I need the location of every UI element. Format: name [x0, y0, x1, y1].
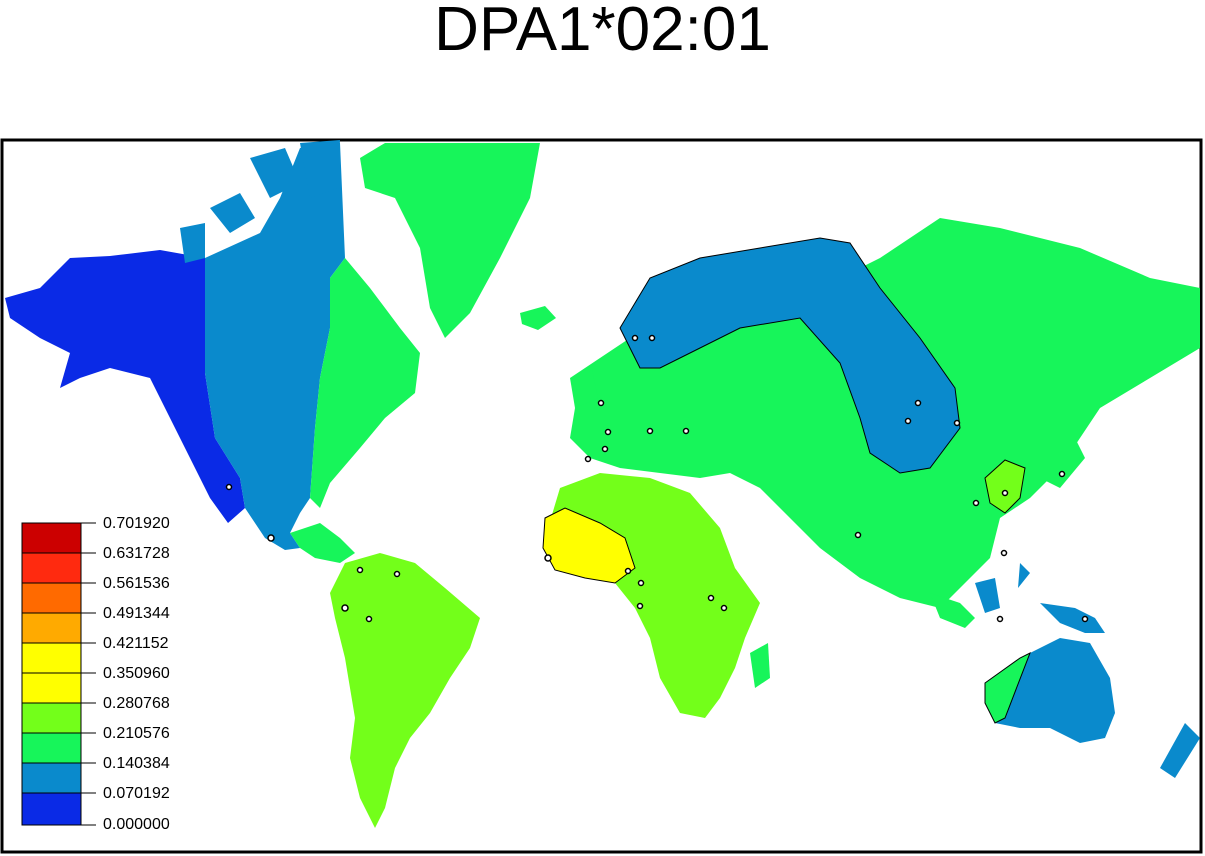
legend-label: 0.280768: [103, 695, 170, 712]
legend-label: 0.070192: [103, 785, 170, 802]
region-madagascar: [750, 643, 770, 688]
legend-label: 0.701920: [103, 515, 170, 532]
legend-swatch-4: [21, 642, 82, 674]
region-japan: [1040, 438, 1085, 488]
legend-swatch-6: [21, 702, 82, 734]
region-west-australia: [984, 651, 1031, 724]
world-map: [0, 138, 1203, 854]
region-eastern-north-america: [310, 258, 420, 508]
map-frame: [0, 138, 1205, 856]
legend-label: 0.350960: [103, 665, 170, 682]
region-iceland: [520, 306, 556, 330]
legend-swatch-3: [21, 612, 82, 644]
legend-swatch-5: [21, 672, 82, 704]
legend-label: 0.421152: [103, 635, 169, 652]
legend-swatch-1: [21, 552, 82, 584]
legend-swatch-8: [21, 762, 82, 794]
region-alaska-western-canada: [5, 250, 245, 523]
legend-swatch-7: [21, 732, 82, 764]
legend-swatch-9: [21, 792, 82, 826]
legend-label: 0.561536: [103, 575, 170, 592]
legend-label: 0.000000: [103, 816, 170, 833]
legend-label: 0.631728: [103, 545, 170, 562]
region-siberia-scandinavia: [619, 237, 961, 474]
legend-swatch-2: [21, 582, 82, 614]
map-title: DPA1*02:01: [434, 0, 771, 64]
sample-sites: [225, 334, 1089, 623]
legend-label: 0.210576: [103, 725, 170, 742]
region-indonesia: [975, 563, 1105, 633]
region-southeast-asia: [930, 593, 975, 628]
region-canada-usa: [205, 143, 345, 550]
region-arctic-islands: [180, 140, 340, 263]
legend-label: 0.140384: [103, 755, 170, 772]
region-new-zealand: [1160, 723, 1200, 778]
region-central-america: [290, 523, 355, 563]
legend-label: 0.491344: [103, 605, 170, 622]
color-legend: [21, 522, 96, 826]
region-east-asia-yellow: [984, 459, 1026, 514]
region-greenland: [360, 143, 540, 338]
region-british-isles: [575, 370, 598, 406]
legend-swatch-0: [21, 522, 82, 554]
